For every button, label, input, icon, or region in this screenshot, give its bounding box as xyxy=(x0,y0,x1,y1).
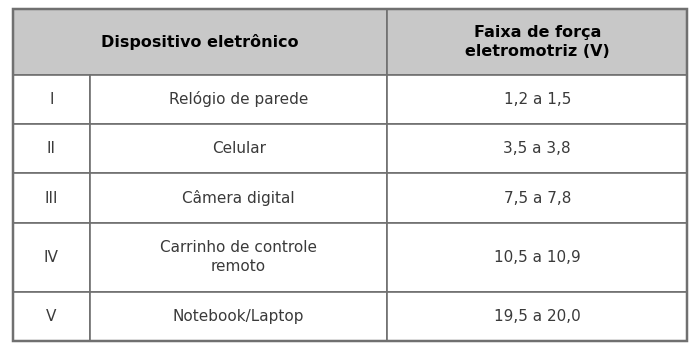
Bar xyxy=(13,124,90,173)
Bar xyxy=(13,173,90,223)
Bar xyxy=(90,173,387,223)
Text: 7,5 a 7,8: 7,5 a 7,8 xyxy=(503,190,571,205)
Text: IV: IV xyxy=(44,250,59,265)
Bar xyxy=(90,223,387,292)
Text: Carrinho de controle
remoto: Carrinho de controle remoto xyxy=(160,240,317,274)
Bar xyxy=(387,292,687,341)
Text: III: III xyxy=(45,190,58,205)
Bar xyxy=(13,75,90,124)
Text: Relógio de parede: Relógio de parede xyxy=(169,91,308,107)
Text: Celular: Celular xyxy=(211,141,266,156)
Text: Notebook/Laptop: Notebook/Laptop xyxy=(173,309,304,324)
Bar xyxy=(13,223,90,292)
Text: 3,5 a 3,8: 3,5 a 3,8 xyxy=(503,141,571,156)
Text: Dispositivo eletrônico: Dispositivo eletrônico xyxy=(101,34,299,50)
Text: Câmera digital: Câmera digital xyxy=(182,190,295,206)
Text: Faixa de força
eletromotriz (V): Faixa de força eletromotriz (V) xyxy=(465,25,610,59)
Text: I: I xyxy=(49,92,54,107)
Bar xyxy=(13,292,90,341)
Bar xyxy=(387,173,687,223)
Bar xyxy=(387,75,687,124)
Text: 10,5 a 10,9: 10,5 a 10,9 xyxy=(494,250,580,265)
Bar xyxy=(90,75,387,124)
Text: V: V xyxy=(46,309,57,324)
Bar xyxy=(90,124,387,173)
Bar xyxy=(387,9,687,75)
Bar xyxy=(90,292,387,341)
Bar xyxy=(387,223,687,292)
Text: 1,2 a 1,5: 1,2 a 1,5 xyxy=(503,92,571,107)
Bar xyxy=(13,9,387,75)
Text: II: II xyxy=(47,141,56,156)
Bar xyxy=(387,124,687,173)
Text: 19,5 a 20,0: 19,5 a 20,0 xyxy=(494,309,580,324)
